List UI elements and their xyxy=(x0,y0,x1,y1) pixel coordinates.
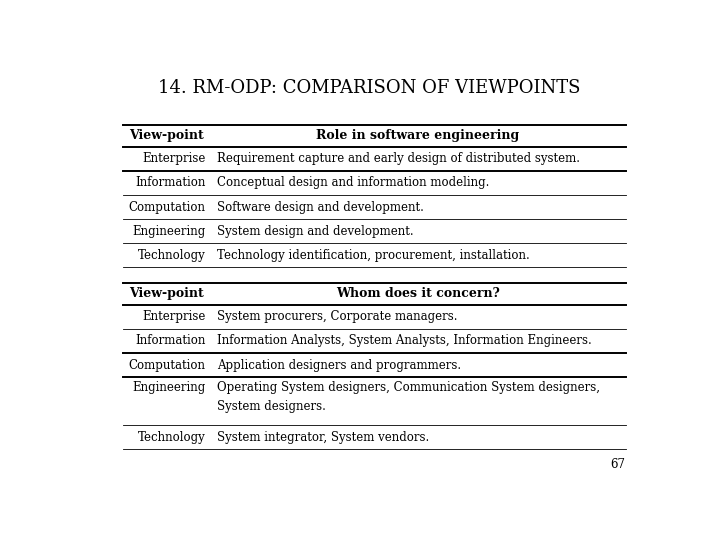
Text: 14. RM-ODP: COMPARISON OF VIEWPOINTS: 14. RM-ODP: COMPARISON OF VIEWPOINTS xyxy=(158,79,580,97)
Text: Role in software engineering: Role in software engineering xyxy=(316,130,519,143)
Text: Technology: Technology xyxy=(138,249,205,262)
Text: Application designers and programmers.: Application designers and programmers. xyxy=(217,359,461,372)
Text: Software design and development.: Software design and development. xyxy=(217,200,423,213)
Text: View-point: View-point xyxy=(130,130,204,143)
Text: Information: Information xyxy=(135,177,205,190)
Text: Operating System designers, Communication System designers,
System designers.: Operating System designers, Communicatio… xyxy=(217,381,600,413)
Text: System procurers, Corporate managers.: System procurers, Corporate managers. xyxy=(217,310,457,323)
Text: Engineering: Engineering xyxy=(132,381,205,394)
Text: Enterprise: Enterprise xyxy=(142,310,205,323)
Text: Engineering: Engineering xyxy=(132,225,205,238)
Text: View-point: View-point xyxy=(130,287,204,300)
Text: Conceptual design and information modeling.: Conceptual design and information modeli… xyxy=(217,177,489,190)
Text: Technology identification, procurement, installation.: Technology identification, procurement, … xyxy=(217,249,529,262)
Text: Information Analysts, System Analysts, Information Engineers.: Information Analysts, System Analysts, I… xyxy=(217,334,591,347)
Text: 67: 67 xyxy=(611,458,626,471)
Text: Whom does it concern?: Whom does it concern? xyxy=(336,287,500,300)
Text: Technology: Technology xyxy=(138,431,205,444)
Text: Computation: Computation xyxy=(128,200,205,213)
Text: System design and development.: System design and development. xyxy=(217,225,413,238)
Text: Information: Information xyxy=(135,334,205,347)
Text: System integrator, System vendors.: System integrator, System vendors. xyxy=(217,431,429,444)
Text: Enterprise: Enterprise xyxy=(142,152,205,165)
Text: Requirement capture and early design of distributed system.: Requirement capture and early design of … xyxy=(217,152,580,165)
Text: Computation: Computation xyxy=(128,359,205,372)
